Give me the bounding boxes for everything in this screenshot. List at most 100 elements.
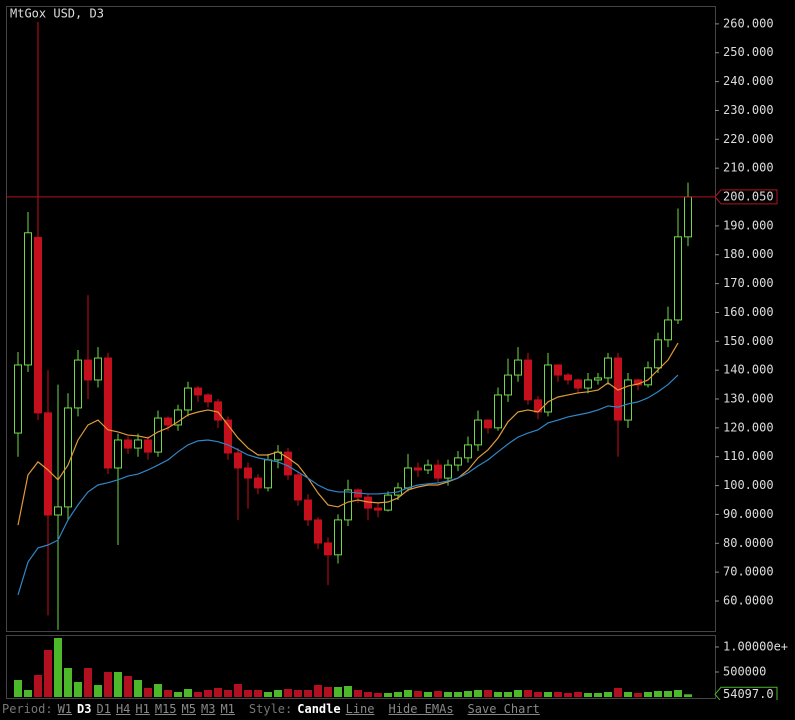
y-tick-label: 140.000 (723, 363, 774, 377)
candle-body (584, 379, 592, 389)
period-option[interactable]: M3 (200, 702, 216, 716)
last-volume-label: 54097.0 (723, 687, 774, 700)
candle-body (44, 412, 52, 516)
candle-body (224, 419, 232, 454)
volume-bar (374, 693, 382, 697)
volume-bar (584, 693, 592, 697)
volume-bar (34, 675, 42, 697)
chart: MtGox USD, D3 60.0000 70.0000 80.0000 90.00… (6, 6, 788, 700)
last-volume-box (714, 686, 778, 700)
candle-body (564, 374, 572, 381)
y-tick-label: 120.000 (723, 420, 774, 434)
candle-body (264, 459, 272, 489)
volume-bar (304, 690, 312, 697)
candle-body (254, 477, 262, 489)
volume-bar (474, 690, 482, 697)
volume-bar (184, 689, 192, 697)
period-option[interactable]: M1 (220, 702, 235, 716)
y-tick-label: 170.000 (723, 276, 774, 290)
candle-body (664, 319, 672, 341)
volume-bar (624, 692, 632, 697)
volume-bar (114, 672, 122, 697)
volume-bar (224, 690, 232, 697)
candle-body (144, 439, 152, 453)
action-button[interactable]: Hide EMAs (388, 702, 454, 716)
period-option[interactable]: M15 (154, 702, 177, 716)
period-option[interactable]: H4 (115, 702, 131, 716)
candle-body (114, 439, 122, 469)
volume-bar (204, 690, 212, 697)
candle-body (484, 419, 492, 429)
volume-bar (134, 680, 142, 697)
candle-body (494, 394, 502, 429)
y-tick-label: 60.0000 (723, 593, 774, 607)
volume-bar (314, 685, 322, 697)
candle-body (434, 464, 442, 479)
candle-body (334, 519, 342, 556)
style-option[interactable]: Candle (297, 702, 341, 716)
candle-body (504, 374, 512, 396)
candle-body (574, 379, 582, 389)
y-tick-label: 230.000 (723, 103, 774, 117)
volume-bar (84, 668, 92, 697)
candle-body (124, 439, 132, 449)
candle-body (244, 467, 252, 479)
y-tick-label: 250.000 (723, 45, 774, 59)
volume-panel (6, 635, 716, 699)
candle-body (324, 542, 332, 556)
volume-bar (74, 682, 82, 697)
volume-bar (294, 690, 302, 697)
volume-bar (544, 692, 552, 697)
candle-body (104, 357, 112, 469)
volume-bar (54, 638, 62, 697)
period-option[interactable]: H1 (135, 702, 150, 716)
volume-bar (674, 690, 682, 697)
candle-body (514, 359, 522, 376)
y-tick-label: 80.0000 (723, 536, 774, 550)
candle-body (164, 417, 172, 426)
period-option[interactable]: W1 (57, 702, 73, 716)
volume-bar (344, 686, 352, 697)
y-tick-label: 110.000 (723, 449, 774, 463)
volume-bar (354, 690, 362, 697)
volume-bar (554, 692, 562, 697)
y-tick-label: 180.000 (723, 247, 774, 261)
last-price-label: 200.050 (723, 189, 774, 203)
style-option[interactable]: Line (345, 702, 375, 716)
last-price-box (714, 189, 778, 205)
volume-bar (324, 687, 332, 697)
price-panel (6, 6, 716, 632)
volume-bar (634, 693, 642, 697)
volume-bar (154, 684, 162, 697)
volume-tick-label: 1.00000e+ (723, 640, 788, 654)
candle-body (174, 409, 182, 426)
candle-body (134, 439, 142, 449)
candle-body (284, 451, 292, 476)
y-tick-label: 190.000 (723, 218, 774, 232)
candle-body (474, 419, 482, 446)
candle-body (624, 379, 632, 421)
volume-bar (414, 691, 422, 697)
period-option[interactable]: D3 (77, 702, 92, 716)
chart-title: MtGox USD, D3 (10, 7, 104, 21)
volume-bar (64, 668, 72, 697)
volume-bar (284, 689, 292, 697)
period-option[interactable]: M5 (181, 702, 196, 716)
volume-bar (534, 692, 542, 697)
period-option[interactable]: D1 (96, 702, 111, 716)
volume-tick-label: 500000 (723, 665, 766, 679)
y-tick-label: 150.000 (723, 334, 774, 348)
candle-body (14, 364, 22, 434)
y-tick-label: 70.0000 (723, 565, 774, 579)
action-button[interactable]: Save Chart (467, 702, 540, 716)
candle-body (94, 357, 102, 381)
toolbar: Period: W1 D3 D1 H4 H1 M15 M5 M3 M1 Style: Candle Li… (2, 700, 545, 718)
volume-bar (504, 692, 512, 697)
volume-bar (444, 692, 452, 697)
candle-body (374, 507, 382, 511)
candle-body (544, 364, 552, 413)
candle-body (34, 236, 42, 414)
volume-bar (274, 690, 282, 697)
volume-bar (264, 692, 272, 697)
